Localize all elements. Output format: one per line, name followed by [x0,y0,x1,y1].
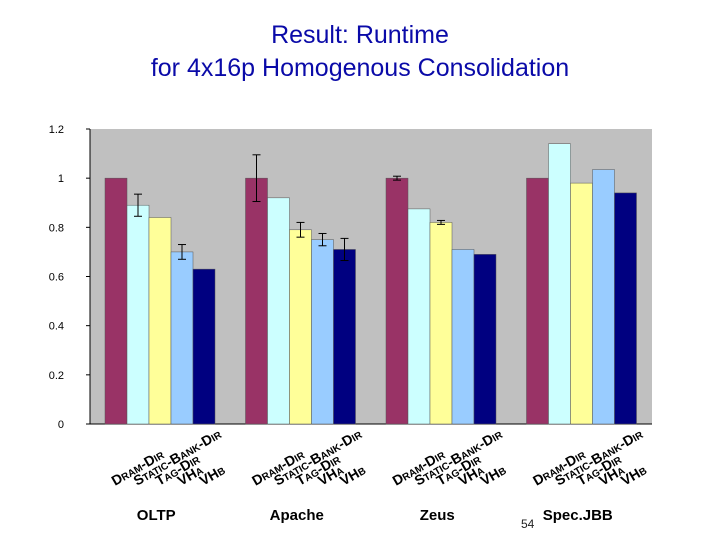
category-label: Zeus [420,507,455,524]
bar [592,169,615,425]
bar [289,229,312,425]
series-label: VHB [618,461,649,488]
bar [192,268,216,425]
y-tick-label: 1.2 [49,124,64,136]
bar [548,143,571,425]
series-label: VHB [197,461,228,488]
bar [126,204,150,425]
bar [407,208,431,425]
bar [267,197,290,425]
bar [473,254,497,425]
bar [451,249,475,425]
bar [170,251,194,425]
bar [429,222,453,425]
series-label: VHB [337,461,368,488]
bar [245,177,268,425]
y-tick-label: 0.6 [49,272,64,284]
category-label: OLTP [137,507,176,524]
y-tick-label: 0 [58,419,64,431]
slide-title-line2: for 4x16p Homogenous Consolidation [150,54,570,82]
bar [526,177,549,425]
bar [311,239,334,425]
y-tick-label: 0.4 [49,321,64,333]
bar [570,182,593,425]
y-tick-label: 0.8 [49,222,64,234]
bar [333,249,356,425]
slide-title-line1: Result: Runtime [271,21,449,49]
category-label: Apache [270,507,324,524]
category-label: Spec.JBB [543,507,613,524]
bar [148,217,172,425]
page-number: 54 [521,517,535,531]
bar [104,177,128,425]
bar [614,192,637,425]
y-tick-label: 0.2 [49,370,64,382]
bar [385,177,409,425]
y-tick-label: 1 [58,173,64,185]
series-label: VHB [478,461,509,488]
